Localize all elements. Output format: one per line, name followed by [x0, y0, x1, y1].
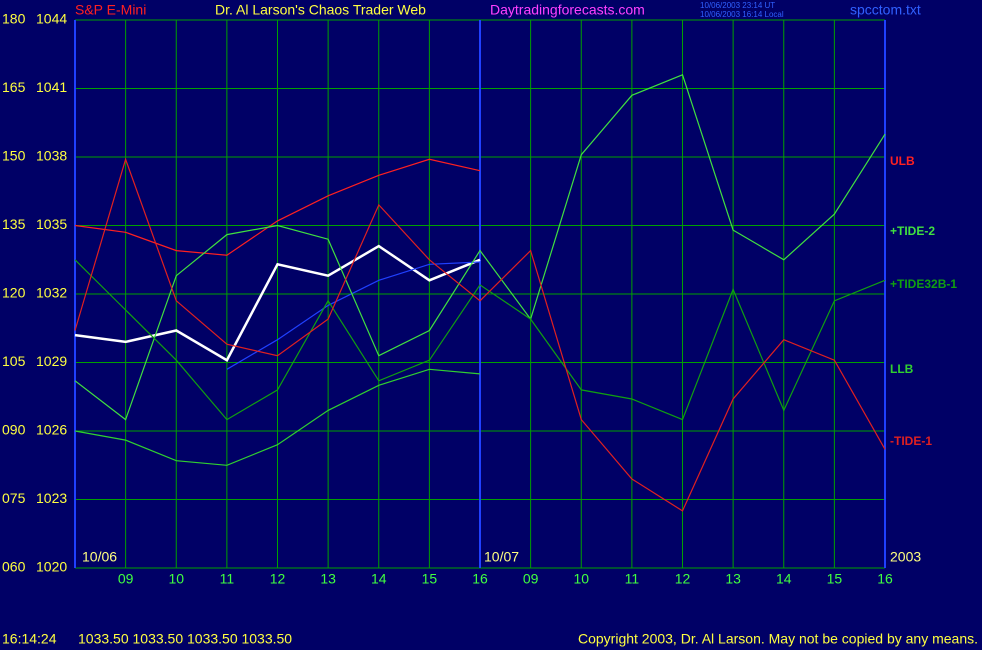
x-tick-label: 13 [320, 571, 336, 587]
series-line [74, 244, 481, 362]
x-tick-label: 16 [877, 571, 893, 587]
y2-tick-label: 120 [2, 285, 26, 301]
legend-label: ULB [890, 154, 915, 168]
legend-label: +TIDE-2 [890, 224, 935, 238]
x-tick-label: 10 [168, 571, 184, 587]
x-tick-label: 16 [472, 571, 488, 587]
y-tick-label: 1041 [36, 79, 67, 95]
footer-time: 16:14:24 [2, 631, 57, 647]
y-tick-label: 1035 [36, 216, 67, 232]
date-label: 10/07 [484, 549, 519, 565]
y2-tick-label: 165 [2, 79, 26, 95]
chart-label: S&P E-Mini [75, 2, 146, 18]
timestamp: 10/06/2003 23:14 UT [700, 1, 775, 10]
x-tick-label: 13 [725, 571, 741, 587]
x-tick-label: 14 [776, 571, 792, 587]
y2-tick-label: 150 [2, 148, 26, 164]
x-tick-label: 14 [371, 571, 387, 587]
y-tick-label: 1020 [36, 559, 67, 575]
legend-label: -TIDE-1 [890, 434, 932, 448]
series-line [74, 157, 886, 512]
chart-title: Dr. Al Larson's Chaos Trader Web [215, 2, 426, 18]
file-name: spcctom.txt [850, 2, 921, 18]
legend-label: LLB [890, 362, 914, 376]
y2-tick-label: 180 [2, 11, 26, 27]
y-tick-label: 1023 [36, 490, 67, 506]
footer-quote: 1033.50 1033.50 1033.50 1033.50 [78, 631, 292, 647]
site-name: Daytradingforecasts.com [490, 2, 645, 18]
date-label: 2003 [890, 549, 921, 565]
x-tick-label: 11 [220, 571, 235, 587]
x-tick-label: 12 [270, 571, 286, 587]
y-tick-label: 1044 [36, 11, 67, 27]
legend-label: +TIDE32B-1 [890, 277, 957, 291]
x-tick-label: 12 [675, 571, 691, 587]
y2-tick-label: 090 [2, 422, 26, 438]
y2-tick-label: 060 [2, 559, 26, 575]
series-line [226, 261, 481, 370]
series-line [74, 74, 886, 421]
series-line [74, 368, 481, 466]
y-tick-label: 1038 [36, 148, 67, 164]
x-tick-label: 15 [422, 571, 438, 587]
y-tick-label: 1029 [36, 353, 67, 369]
y-tick-label: 1032 [36, 285, 67, 301]
x-tick-label: 10 [573, 571, 589, 587]
y2-tick-label: 105 [2, 353, 26, 369]
x-tick-label: 09 [523, 571, 539, 587]
x-tick-label: 09 [118, 571, 134, 587]
timestamp: 10/06/2003 16:14 Local [700, 10, 784, 19]
x-tick-label: 11 [625, 571, 640, 587]
y2-tick-label: 075 [2, 490, 26, 506]
series-line [74, 158, 481, 256]
copyright: Copyright 2003, Dr. Al Larson. May not b… [578, 631, 978, 647]
series-line [74, 259, 886, 421]
x-tick-label: 15 [827, 571, 843, 587]
y2-tick-label: 135 [2, 216, 26, 232]
y-tick-label: 1026 [36, 422, 67, 438]
date-label: 10/06 [82, 549, 117, 565]
